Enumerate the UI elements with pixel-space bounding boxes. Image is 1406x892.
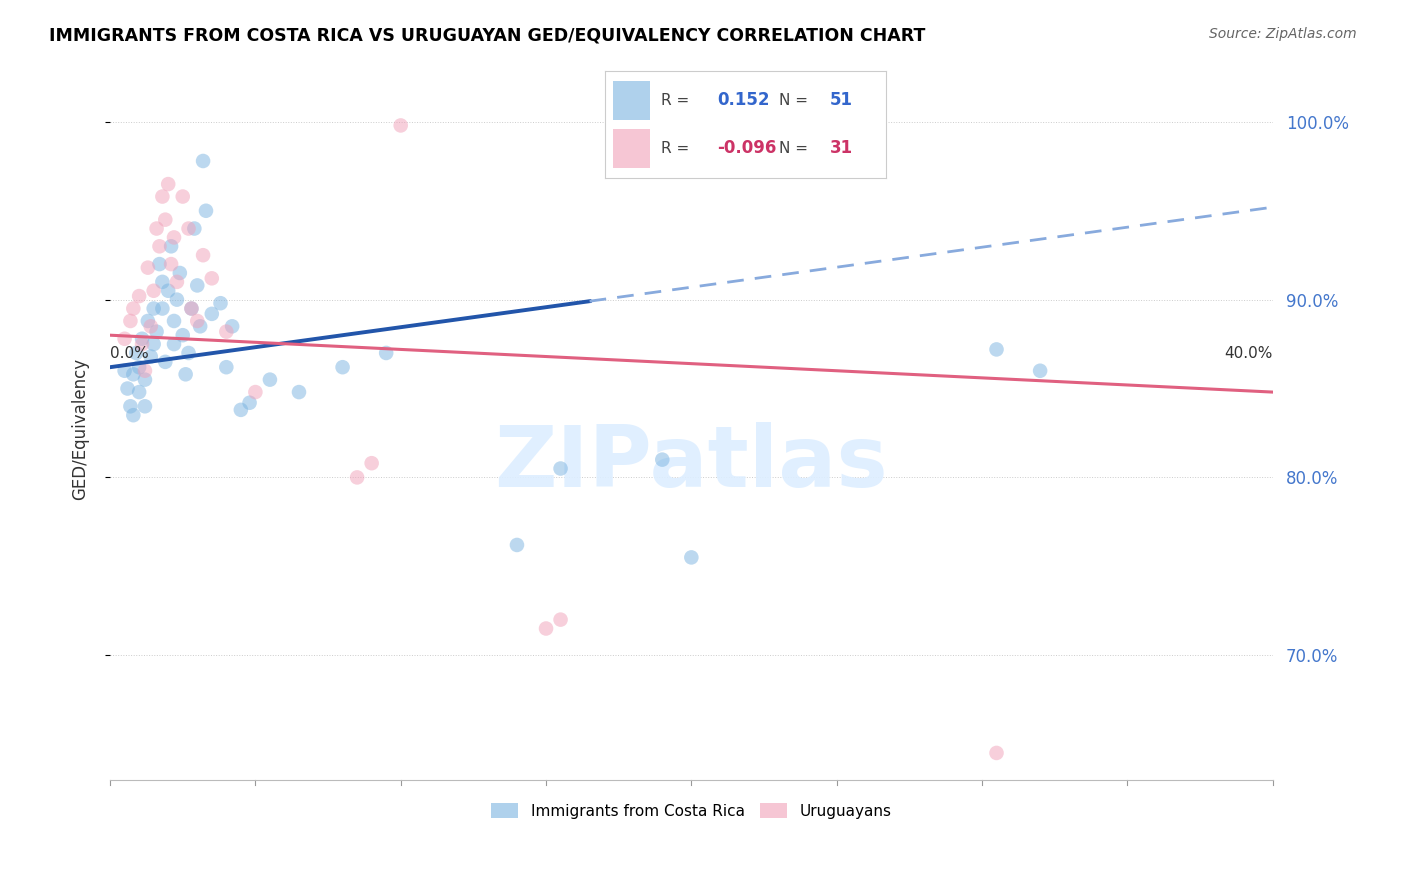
Point (506, 538, 529, 552)
Point (142, 337, 165, 351)
Point (177, 346, 200, 360)
Point (114, 332, 136, 346)
Text: 0.152: 0.152 (717, 91, 769, 109)
Point (163, 230, 186, 244)
Point (136, 314, 159, 328)
Text: R =: R = (661, 93, 689, 108)
Point (180, 301, 202, 316)
Point (157, 284, 180, 298)
Point (201, 271, 224, 285)
Point (120, 399, 142, 413)
Point (172, 328, 194, 343)
Point (131, 332, 153, 346)
Point (180, 301, 202, 316)
Point (142, 284, 165, 298)
Point (195, 203, 218, 218)
Point (183, 221, 205, 235)
Point (134, 373, 156, 387)
Point (332, 360, 354, 375)
Legend: Immigrants from Costa Rica, Uruguayans: Immigrants from Costa Rica, Uruguayans (485, 797, 898, 824)
Point (215, 360, 238, 375)
Point (134, 364, 156, 378)
Point (191, 248, 214, 262)
Point (157, 177, 180, 191)
Bar (613, 81, 650, 120)
Point (651, 452, 673, 467)
Point (150, 301, 173, 316)
Point (172, 189, 194, 203)
Point (148, 239, 170, 253)
Point (389, 119, 412, 133)
Point (1029, 364, 1052, 378)
Point (259, 373, 281, 387)
Point (139, 319, 162, 334)
Point (169, 266, 191, 280)
Bar (613, 129, 650, 168)
Point (128, 385, 150, 400)
Point (160, 257, 183, 271)
Point (163, 337, 186, 351)
Point (122, 368, 145, 382)
Point (155, 212, 177, 227)
Text: 31: 31 (830, 139, 852, 157)
Point (221, 319, 243, 334)
Text: N =: N = (779, 141, 808, 156)
Point (186, 278, 208, 293)
Point (142, 301, 165, 316)
Y-axis label: GED/Equivalency: GED/Equivalency (72, 358, 89, 500)
Point (145, 221, 167, 235)
Point (128, 360, 150, 375)
Point (191, 153, 214, 168)
Point (114, 364, 136, 378)
Point (239, 396, 262, 410)
Point (128, 289, 150, 303)
Text: 0.0%: 0.0% (110, 346, 149, 360)
Point (177, 221, 200, 235)
Text: Source: ZipAtlas.com: Source: ZipAtlas.com (1209, 27, 1357, 41)
Point (148, 257, 170, 271)
Point (188, 319, 211, 334)
Point (145, 325, 167, 339)
Point (139, 350, 162, 364)
Point (201, 307, 224, 321)
Point (360, 456, 382, 470)
Point (122, 301, 145, 316)
Text: -0.096: -0.096 (717, 139, 776, 157)
Point (117, 382, 139, 396)
Point (534, 622, 557, 636)
Point (155, 355, 177, 369)
Point (986, 746, 1008, 760)
Point (346, 470, 368, 484)
Point (120, 314, 142, 328)
Point (160, 239, 183, 253)
Text: N =: N = (779, 93, 808, 108)
Point (245, 385, 267, 400)
Point (122, 408, 145, 422)
Point (174, 368, 197, 382)
Text: R =: R = (661, 141, 689, 156)
Point (150, 275, 173, 289)
Point (550, 613, 572, 627)
Text: 51: 51 (830, 91, 852, 109)
Text: IMMIGRANTS FROM COSTA RICA VS URUGUAYAN GED/EQUIVALENCY CORRELATION CHART: IMMIGRANTS FROM COSTA RICA VS URUGUAYAN … (49, 27, 925, 45)
Point (163, 314, 186, 328)
Point (166, 293, 188, 307)
Point (134, 399, 156, 413)
Point (375, 346, 398, 360)
Point (215, 325, 238, 339)
Point (209, 296, 232, 310)
Point (136, 260, 159, 275)
Point (229, 402, 252, 417)
Point (288, 385, 311, 400)
Point (986, 343, 1008, 357)
Point (166, 275, 188, 289)
Point (681, 550, 703, 565)
Point (550, 461, 572, 475)
Point (125, 346, 148, 360)
Point (150, 189, 173, 203)
Point (186, 314, 208, 328)
Text: 40.0%: 40.0% (1225, 346, 1272, 360)
Point (131, 337, 153, 351)
Text: ZIPatlas: ZIPatlas (495, 422, 889, 505)
